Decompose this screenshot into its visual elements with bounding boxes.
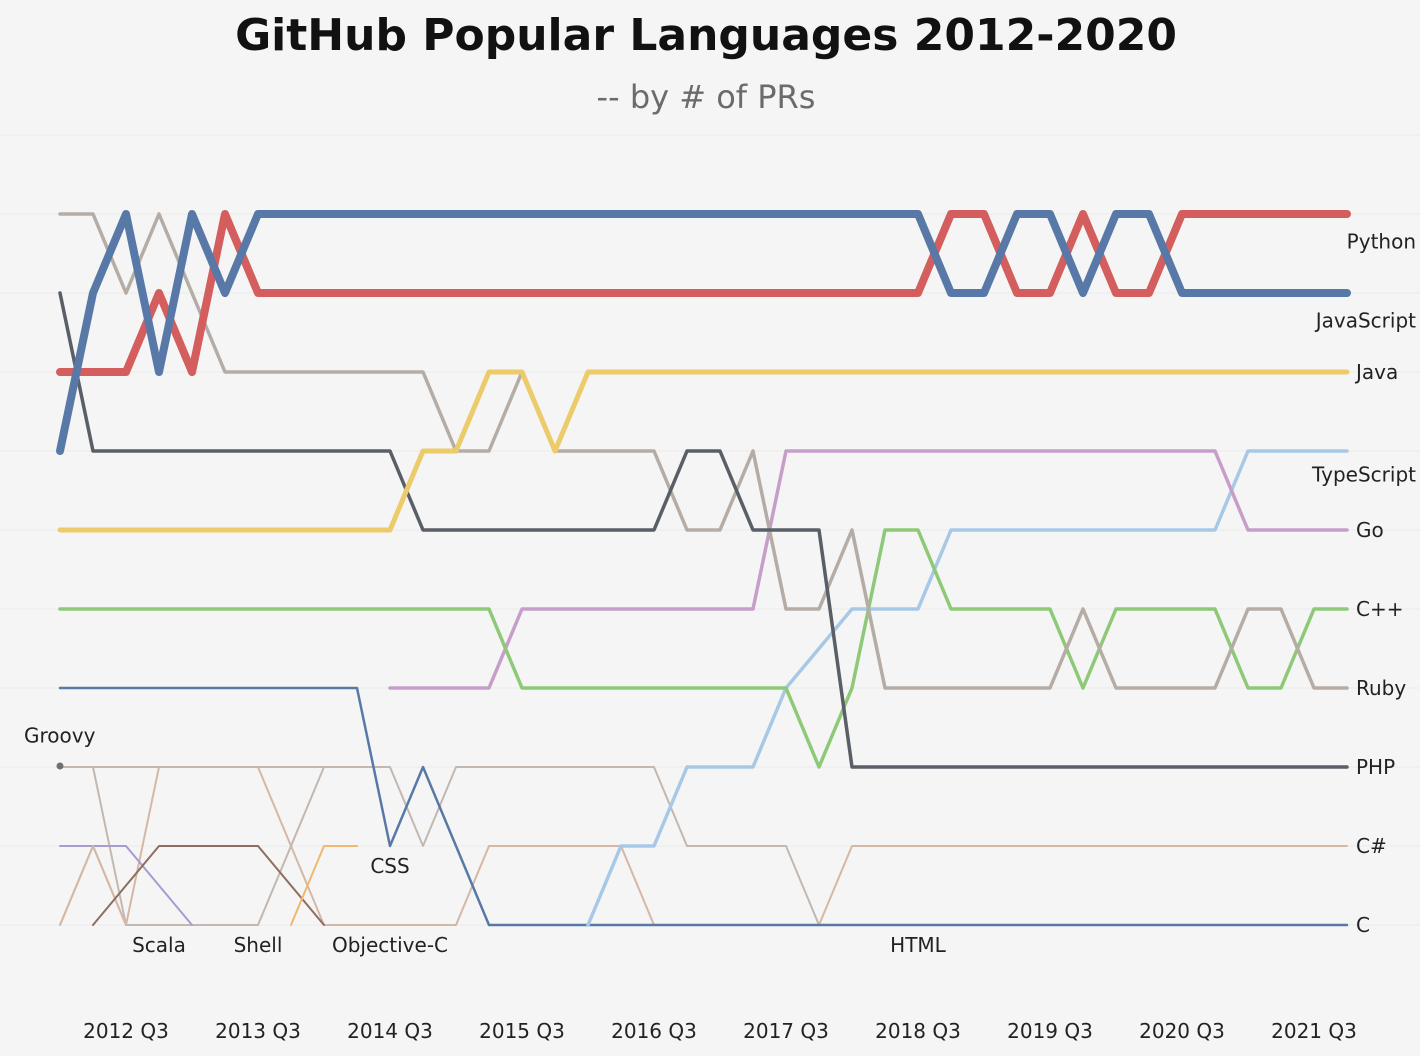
x-tick-2016-q3: 2016 Q3 (611, 1019, 697, 1043)
series-label-go: Go (1356, 518, 1384, 542)
series-line-objective-c-2 (290, 845, 358, 926)
chart-subtitle: -- by # of PRs (596, 78, 816, 116)
series-label-java: Java (1354, 360, 1398, 384)
series-line-shell (59, 845, 127, 926)
series-label-objective-c: Objective-C (332, 933, 448, 957)
series-line-php (58, 291, 1349, 769)
x-tick-2019-q3: 2019 Q3 (1007, 1019, 1093, 1043)
series-line-python (56, 210, 1351, 376)
series-line-go (388, 449, 1349, 690)
chart-title: GitHub Popular Languages 2012-2020 (235, 10, 1177, 61)
series-label-c: C# (1356, 834, 1387, 858)
series-line-typescript (586, 449, 1349, 927)
series-label-php: PHP (1356, 755, 1395, 779)
series-label-javascript: JavaScript (1314, 309, 1416, 333)
series-label-groovy: Groovy (24, 723, 96, 747)
series-label-scala: Scala (132, 933, 186, 957)
series-line-java (57, 369, 1350, 533)
series-line-scala (59, 845, 193, 926)
series-line-c (58, 528, 1349, 769)
x-tick-2017-q3: 2017 Q3 (743, 1019, 829, 1043)
series-line-objective-c (92, 845, 325, 926)
x-tick-2015-q3: 2015 Q3 (479, 1019, 565, 1043)
x-tick-2014-q3: 2014 Q3 (347, 1019, 433, 1043)
x-tick-2021-q3: 2021 Q3 (1271, 1019, 1357, 1043)
series-label-typescript: TypeScript (1311, 463, 1416, 487)
x-tick-2013-q3: 2013 Q3 (215, 1019, 301, 1043)
x-tick-2018-q3: 2018 Q3 (875, 1019, 961, 1043)
series-label-ruby: Ruby (1356, 676, 1406, 700)
series-lines (56, 210, 1351, 927)
series-label-python: Python (1347, 230, 1416, 254)
series-label-html: HTML (890, 933, 947, 957)
series-line-html (92, 766, 1348, 926)
x-tick-2020-q3: 2020 Q3 (1139, 1019, 1225, 1043)
series-point-groovy (56, 762, 64, 770)
series-label-css: CSS (370, 854, 409, 878)
series-label-c: C++ (1356, 597, 1403, 621)
series-label-shell: Shell (234, 933, 283, 957)
series-line-c (58, 686, 1349, 927)
x-tick-2012-q3: 2012 Q3 (83, 1019, 169, 1043)
series-labels: Python JavaScript Java TypeScript Go C++ Ruby P… (24, 230, 1416, 957)
x-axis-ticks: 2012 Q3 2013 Q3 2014 Q3 2015 Q3 2016 Q3 2017 … (83, 1019, 1357, 1043)
series-line-javascript (56, 210, 1351, 455)
series-label-c: C (1356, 913, 1370, 937)
